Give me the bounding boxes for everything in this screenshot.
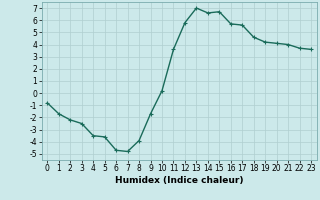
- X-axis label: Humidex (Indice chaleur): Humidex (Indice chaleur): [115, 176, 244, 185]
